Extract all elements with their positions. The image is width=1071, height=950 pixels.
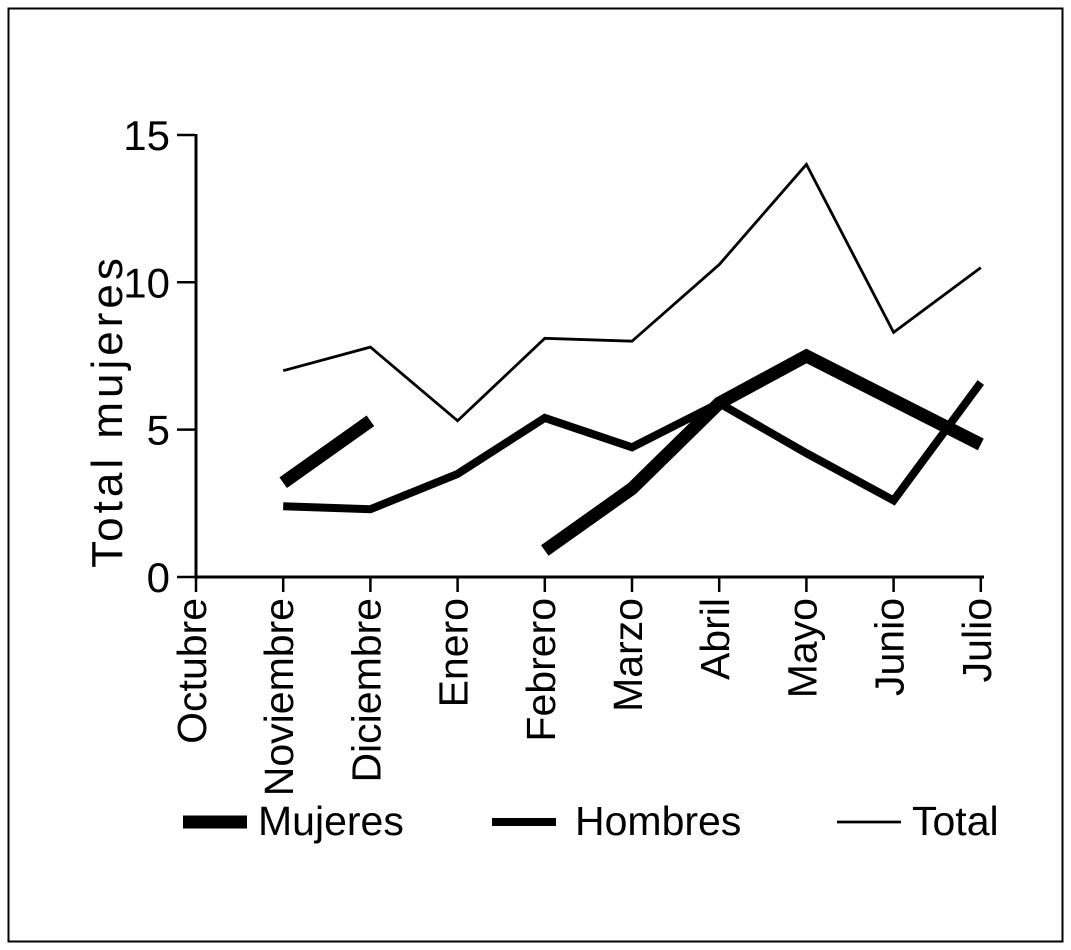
series-line-total bbox=[282, 161, 982, 423]
month-label-enero: Enero bbox=[431, 598, 477, 707]
figure-border bbox=[7, 7, 1064, 943]
legend-label-mujeres: Mujeres bbox=[258, 798, 404, 844]
month-label-julio: Julio bbox=[954, 598, 1000, 682]
month-label-octubre: Octubre bbox=[169, 598, 215, 744]
legend-item-mujeres: Mujeres bbox=[183, 798, 404, 844]
month-label-febrero: Febrero bbox=[518, 598, 564, 742]
legend-item-total: Total bbox=[837, 798, 999, 844]
y-tick-label: 15 bbox=[123, 112, 170, 159]
legend: Mujeres Hombres Total bbox=[183, 798, 999, 844]
month-label-noviembre: Noviembre bbox=[256, 598, 302, 796]
legend-label-hombres: Hombres bbox=[575, 798, 741, 844]
legend-item-hombres: Hombres bbox=[492, 798, 741, 844]
month-label-mayo: Mayo bbox=[779, 598, 825, 698]
month-label-junio: Junio bbox=[867, 598, 913, 696]
y-tick-label: 10 bbox=[123, 259, 170, 306]
month-label-diciembre: Diciembre bbox=[343, 598, 389, 783]
y-tick-label: 0 bbox=[147, 554, 170, 601]
y-tick-label: 5 bbox=[147, 407, 170, 454]
legend-label-total: Total bbox=[912, 798, 999, 844]
month-label-abril: Abril bbox=[692, 598, 738, 680]
y-axis-label: Total mujeres bbox=[83, 254, 132, 568]
series-line-mujeres bbox=[279, 348, 984, 556]
month-label-marzo: Marzo bbox=[605, 598, 651, 712]
series-line-hombres bbox=[283, 380, 985, 514]
